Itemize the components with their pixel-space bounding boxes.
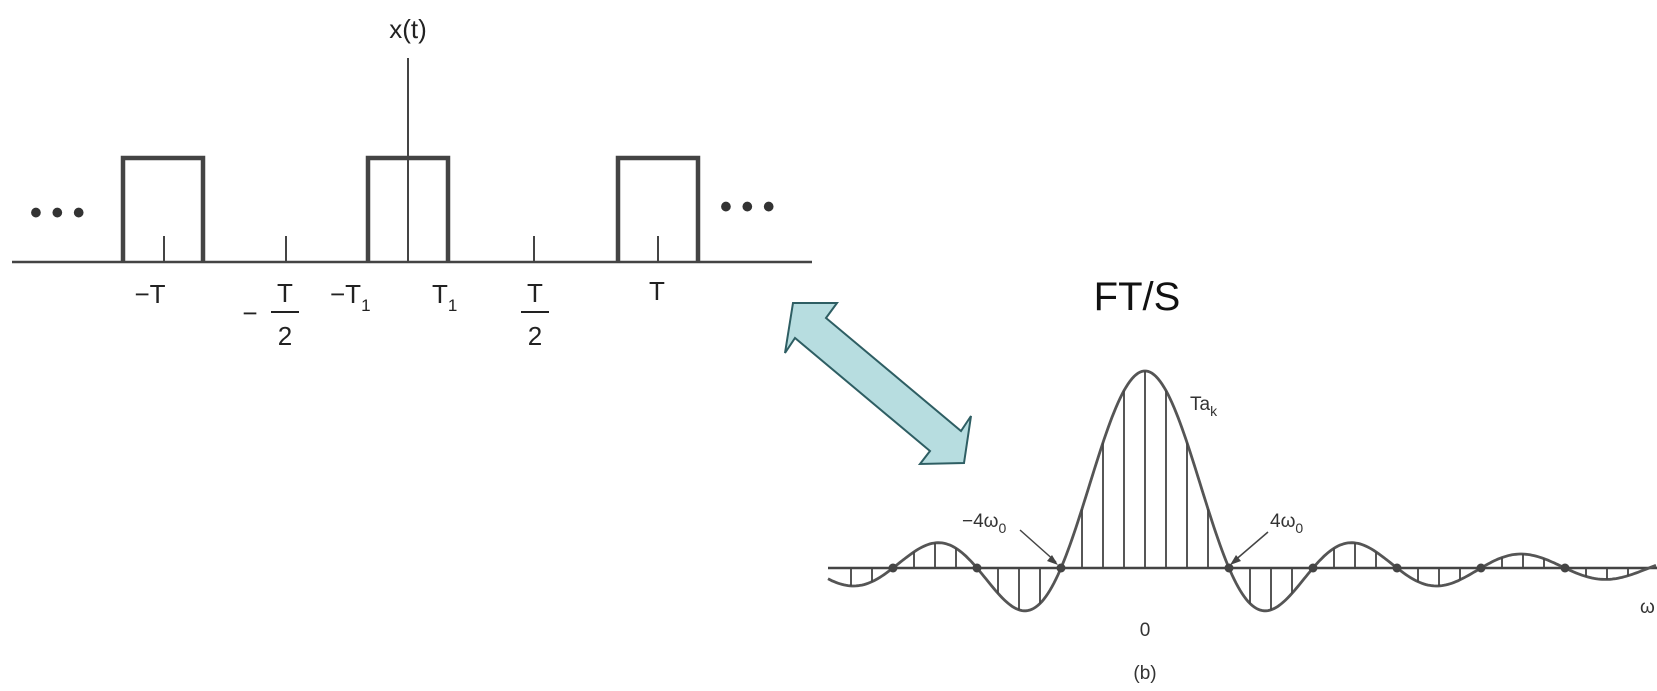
label-minus-T: −T: [134, 279, 165, 309]
zero-crossing-dot: [1224, 563, 1234, 573]
label-pos4w0: 4ω0: [1270, 511, 1303, 536]
relation-label: FT/S: [1094, 275, 1181, 319]
zero-crossings: [888, 563, 1570, 573]
sinc-envelope: [827, 369, 1657, 613]
origin-label: 0: [1140, 620, 1151, 641]
label-minus-half-num: T: [277, 278, 293, 308]
axis-variable-label: ω: [1640, 597, 1655, 618]
zero-crossing-dot: [888, 563, 898, 573]
ellipsis-right: • • •: [720, 188, 775, 226]
pointer-neg4w0-head: [1047, 555, 1058, 565]
zero-crossing-dot: [972, 563, 982, 573]
ellipsis-left: • • •: [30, 194, 85, 232]
spectrum-plot: Tak −4ω0 4ω0 0 ω (b): [827, 369, 1657, 684]
label-minus-T1: −T1: [330, 279, 371, 315]
envelope-label: Tak: [1190, 394, 1218, 419]
double-arrow-icon: [784, 302, 972, 466]
square-wave-plot: x(t) • • • • • • −T − T 2 −T1 T1 T 2 T: [12, 14, 812, 351]
label-half-den: 2: [528, 321, 542, 351]
zero-crossing-dot: [1056, 563, 1066, 573]
label-minus-half-den: 2: [278, 321, 292, 351]
zero-crossing-dot: [1392, 563, 1402, 573]
pointer-neg4w0: [1019, 529, 1057, 563]
label-half-num: T: [527, 278, 543, 308]
zero-crossing-dot: [1308, 563, 1318, 573]
spectral-lines: [850, 371, 1629, 610]
pulse-right: [615, 155, 701, 262]
pulse-left: [120, 155, 206, 262]
pointer-pos4w0: [1232, 531, 1269, 563]
pointer-pos4w0-head: [1230, 555, 1241, 565]
zero-crossing-dot: [1476, 563, 1486, 573]
zero-crossing-dot: [1560, 563, 1570, 573]
label-T1: T1: [432, 279, 457, 315]
figure-caption: (b): [1133, 663, 1156, 684]
label-minus-half-sign: −: [242, 298, 257, 328]
signal-label: x(t): [389, 14, 427, 44]
label-neg4w0: −4ω0: [962, 511, 1007, 536]
label-T: T: [649, 276, 665, 306]
pulse-center: [365, 155, 451, 262]
